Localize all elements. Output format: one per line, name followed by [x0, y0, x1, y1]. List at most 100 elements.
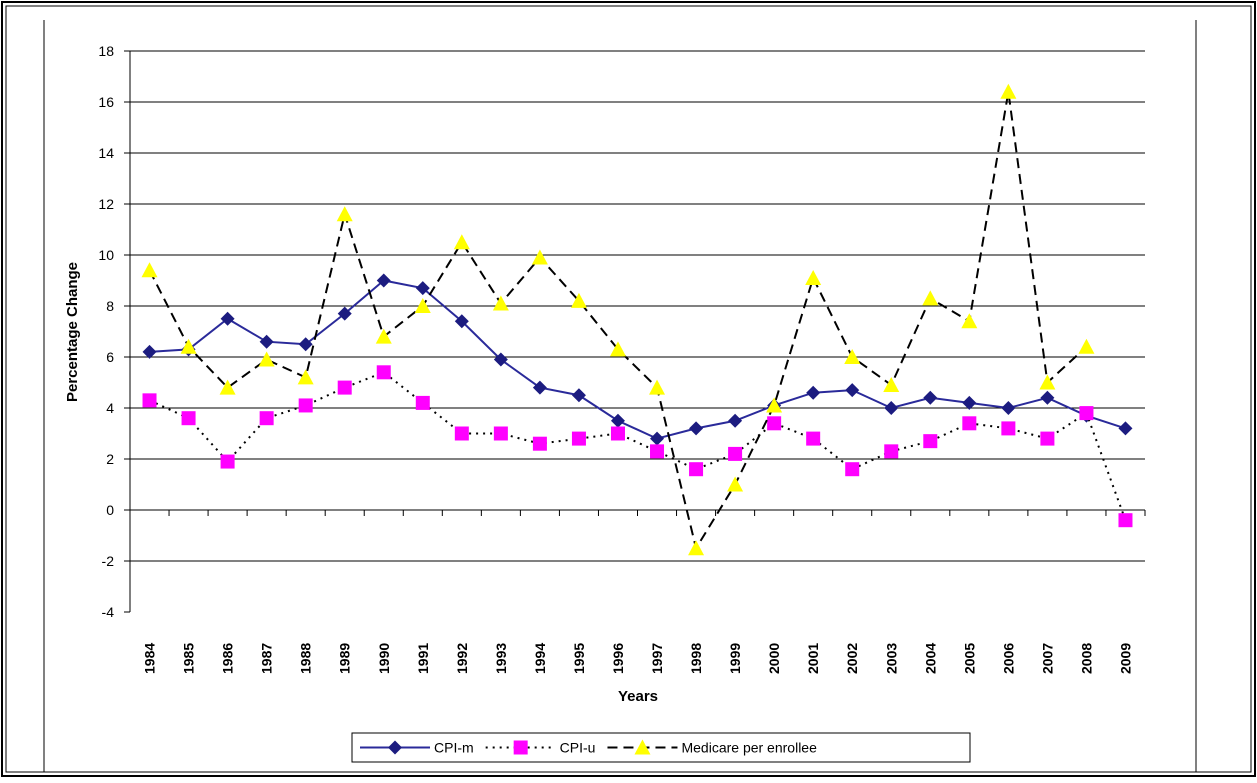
y-tick-label: 12 [98, 196, 114, 212]
marker [453, 234, 470, 250]
x-tick-label: 2004 [922, 643, 938, 674]
y-tick-label: 2 [106, 451, 114, 467]
marker [689, 421, 704, 436]
x-tick-label: 1998 [688, 643, 704, 674]
marker [650, 444, 665, 459]
x-tick-label: 2007 [1039, 643, 1055, 674]
x-tick-label: 2005 [961, 643, 977, 674]
marker [883, 377, 900, 393]
marker [414, 298, 431, 313]
series-line [149, 371, 1127, 521]
marker [376, 273, 391, 288]
marker [1040, 431, 1055, 446]
marker [375, 328, 392, 344]
x-tick-label: 2006 [1000, 643, 1016, 674]
marker [141, 262, 158, 278]
marker [884, 444, 899, 459]
marker [181, 411, 196, 426]
marker [806, 431, 821, 446]
marker [923, 390, 938, 405]
marker [609, 341, 626, 357]
marker [219, 379, 236, 395]
marker [1118, 421, 1133, 436]
marker [728, 446, 743, 461]
marker [570, 292, 587, 308]
y-tick-label: 8 [106, 298, 114, 314]
x-tick-label: 1985 [181, 643, 197, 674]
marker [1079, 406, 1094, 421]
marker [337, 306, 352, 321]
series-line [149, 279, 1126, 440]
y-tick-label: 18 [98, 43, 114, 59]
marker [727, 476, 744, 492]
y-tick-label: 6 [106, 349, 114, 365]
marker [532, 436, 547, 451]
marker [337, 380, 352, 395]
marker [1040, 390, 1055, 405]
marker [845, 383, 860, 398]
marker [492, 295, 509, 311]
marker [1000, 83, 1017, 99]
y-tick-label: 0 [106, 502, 114, 518]
legend-label: Medicare per enrollee [681, 740, 817, 756]
marker [298, 337, 313, 352]
x-tick-label: 2003 [883, 643, 899, 674]
x-tick-label: 1989 [337, 643, 353, 674]
marker [1001, 401, 1016, 415]
marker [415, 281, 430, 296]
marker [513, 740, 528, 755]
marker [962, 416, 977, 431]
x-tick-label: 1992 [454, 643, 470, 674]
marker [454, 314, 469, 329]
frame-inner [5, 5, 1252, 773]
x-tick-label: 2009 [1117, 643, 1133, 674]
marker [649, 379, 666, 395]
x-tick-label: 1993 [493, 643, 509, 674]
y-tick-label: 14 [98, 145, 114, 161]
marker [1078, 338, 1095, 354]
x-tick-label: 1999 [727, 643, 743, 674]
y-tick-label: 4 [106, 400, 114, 416]
marker [1039, 374, 1056, 390]
y-axis-title: Percentage Change [64, 262, 81, 402]
marker [388, 740, 402, 755]
x-tick-label: 1991 [415, 643, 431, 674]
x-tick-label: 1996 [610, 643, 626, 674]
legend-label: CPI-u [560, 740, 596, 756]
y-tick-label: 10 [98, 247, 114, 263]
marker [142, 344, 157, 359]
x-tick-label: 1984 [142, 643, 158, 674]
marker [961, 313, 978, 329]
marker [634, 739, 651, 755]
marker [689, 462, 704, 477]
x-tick-label: 2008 [1078, 643, 1094, 674]
marker [531, 249, 548, 265]
marker [297, 369, 314, 385]
marker [922, 290, 939, 306]
x-tick-label: 2002 [844, 643, 860, 674]
marker [298, 398, 313, 413]
marker [259, 334, 274, 349]
marker [532, 380, 547, 395]
x-tick-label: 2001 [805, 643, 821, 674]
legend-label: CPI-m [434, 740, 474, 756]
x-tick-label: 1987 [259, 643, 275, 674]
x-tick-label: 1997 [649, 643, 665, 674]
marker [1001, 421, 1016, 436]
marker [258, 351, 275, 367]
marker [415, 395, 430, 410]
marker [610, 413, 625, 428]
x-axis-title: Years [618, 688, 658, 705]
marker [180, 338, 197, 354]
marker [884, 401, 899, 415]
marker [571, 388, 586, 403]
marker [454, 426, 469, 441]
marker [688, 540, 705, 556]
x-tick-label: 1986 [220, 643, 236, 674]
marker [650, 431, 665, 446]
marker [962, 395, 977, 410]
marker [767, 416, 782, 431]
marker [259, 411, 274, 426]
